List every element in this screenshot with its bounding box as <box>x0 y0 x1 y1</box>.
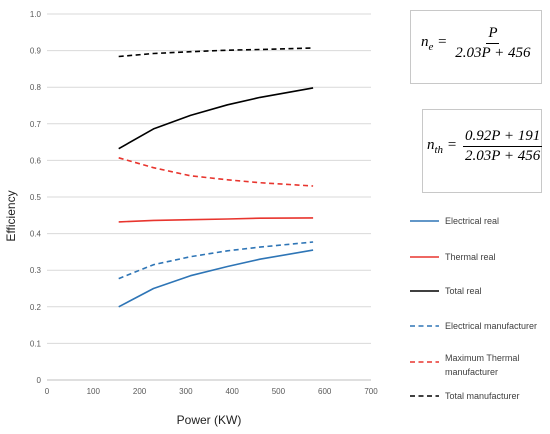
y-tick-label: 0.9 <box>30 47 42 56</box>
legend-label: manufacturer <box>445 367 498 377</box>
x-axis-label: Power (KW) <box>177 413 242 427</box>
legend-label: Electrical manufacturer <box>445 321 537 331</box>
y-tick-label: 0.1 <box>30 339 42 348</box>
y-tick-label: 0.2 <box>30 303 42 312</box>
electrical-efficiency-formula-box: ne = P 2.03P + 456 <box>410 10 542 84</box>
legend-label: Total real <box>445 286 482 296</box>
legend: Electrical real Thermal real Total real Ele… <box>410 216 537 401</box>
formula-numerator: P <box>486 25 500 44</box>
x-tick-label: 200 <box>133 387 147 396</box>
x-tick-label: 500 <box>272 387 286 396</box>
thermal-efficiency-formula-box: nth = 0.92P + 191 2.03P + 456 <box>422 109 543 193</box>
formula-denominator: 2.03P + 456 <box>464 148 541 164</box>
series-lines <box>118 47 314 308</box>
y-tick-label: 0.7 <box>30 120 42 129</box>
legend-label: Total manufacturer <box>445 391 520 401</box>
series-line <box>118 87 314 150</box>
y-tick-label: 0.4 <box>30 230 42 239</box>
legend-label: Thermal real <box>445 252 496 262</box>
x-tick-label: 300 <box>179 387 193 396</box>
y-tick-label: 1.0 <box>30 10 42 19</box>
series-line <box>118 157 314 187</box>
x-tick-label: 600 <box>318 387 332 396</box>
x-tick-label: 100 <box>87 387 101 396</box>
gridlines <box>47 13 371 381</box>
y-tick-label: 0 <box>37 376 42 385</box>
legend-label: Maximum Thermal <box>445 353 519 363</box>
formula-fraction: P 2.03P + 456 <box>453 25 532 62</box>
formula-numerator: 0.92P + 191 <box>462 128 543 147</box>
y-tick-label: 0.3 <box>30 266 42 275</box>
y-tick-label: 0.6 <box>30 156 42 165</box>
x-tick-label: 0 <box>45 387 50 396</box>
series-line <box>118 241 314 280</box>
formula-fraction: 0.92P + 191 2.03P + 456 <box>462 128 543 165</box>
formula-denominator: 2.03P + 456 <box>455 45 531 61</box>
formula-lhs: ne = <box>421 34 448 53</box>
series-line <box>118 217 314 223</box>
x-tick-label: 700 <box>364 387 378 396</box>
y-axis-label: Efficiency <box>4 190 18 241</box>
y-tick-label: 0.5 <box>30 193 42 202</box>
series-line <box>118 249 314 308</box>
series-line <box>118 47 314 58</box>
y-tick-label: 0.8 <box>30 83 42 92</box>
formula-lhs: nth = <box>427 137 457 156</box>
legend-label: Electrical real <box>445 216 499 226</box>
axis-ticks: 0 0.1 0.2 0.3 0.4 0.5 0.6 0.7 0.8 0.9 1.0 0 100 200 30… <box>30 10 378 396</box>
x-tick-label: 400 <box>225 387 239 396</box>
